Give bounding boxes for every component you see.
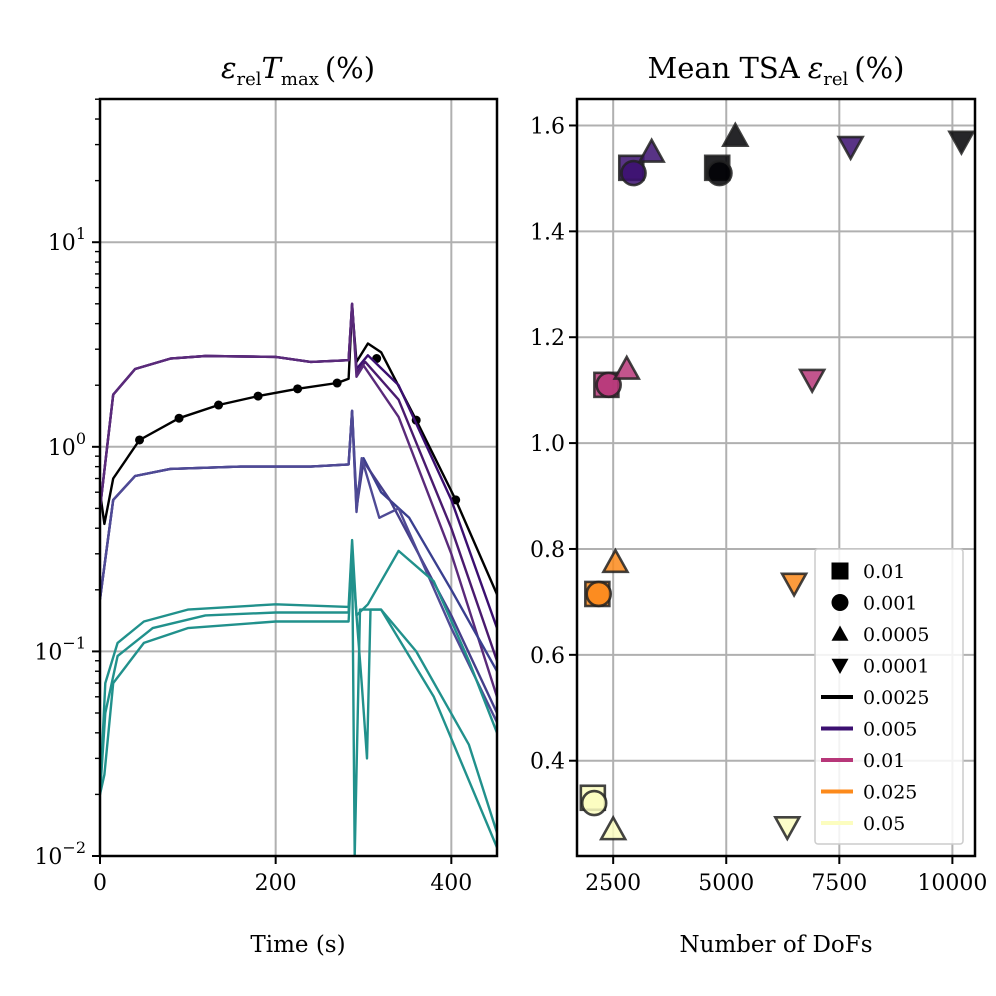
right-grid (577, 99, 975, 856)
scatter-point (797, 368, 827, 395)
scatter-point (620, 159, 647, 187)
legend: 0.01 0.001 0.0005 0.0001 0.0025 0.005 0.01 0.02… (814, 548, 964, 845)
left-xtick-label: 400 (430, 871, 472, 896)
left-ticks: 0 200 400 10−2 10−1 100 101 (34, 98, 472, 896)
right-ytick-label: 1.6 (530, 114, 565, 139)
right-ytick-label: 1.0 (530, 432, 565, 457)
left-ytick-label: 10−1 (34, 633, 86, 665)
legend-line-label: 0.025 (863, 782, 917, 804)
scatter-point (779, 572, 809, 599)
left-xlabel: Time (s) (250, 932, 345, 958)
legend-line-label: 0.01 (863, 750, 905, 772)
right-xtick-label: 5000 (698, 871, 754, 896)
left-series-line (100, 306, 497, 595)
left-title: εrelTmax (%) (221, 51, 375, 90)
left-ytick-label: 100 (48, 429, 86, 461)
left-series-line (100, 409, 497, 723)
right-ytick-label: 0.4 (530, 750, 565, 775)
left-series-line (100, 538, 497, 795)
left-series-marker (293, 384, 303, 394)
scatter-point (706, 159, 733, 187)
left-series-line (100, 552, 497, 848)
left-series-line (100, 302, 497, 662)
left-ytick-label: 10−2 (34, 838, 86, 870)
legend-marker-label: 0.0001 (863, 656, 929, 678)
legend-marker-swatch (831, 594, 849, 611)
right-xtick-label: 7500 (811, 871, 867, 896)
legend-marker-label: 0.01 (863, 561, 905, 583)
scatter-point (836, 135, 865, 162)
scatter-point (612, 354, 641, 380)
left-xtick-label: 0 (93, 871, 107, 896)
legend-marker-label: 0.001 (863, 593, 917, 615)
right-xtick-label: 2500 (585, 871, 641, 896)
right-xlabel: Number of DoFs (679, 932, 872, 958)
left-axes-frame (98, 97, 499, 858)
right-ytick-label: 1.2 (530, 326, 565, 351)
left-panel: εrelTmax (%) 0 200 400 10−2 10−1 100 101 Time (… (34, 51, 499, 958)
scatter-point (585, 580, 613, 608)
scatter-point (601, 547, 630, 574)
legend-line-label: 0.005 (863, 719, 917, 741)
scatter-point (947, 130, 976, 157)
right-axes-frame (575, 97, 977, 858)
legend-marker-label: 0.0005 (863, 624, 929, 646)
legend-line-label: 0.05 (863, 813, 905, 835)
scatter-point (773, 815, 802, 842)
left-series-marker (135, 435, 145, 445)
left-series-marker (332, 378, 342, 388)
right-title: Mean TSA εrel (%) (648, 51, 905, 90)
right-ytick-label: 0.6 (530, 644, 565, 669)
legend-marker-swatch (831, 625, 849, 641)
legend-marker-swatch (831, 562, 849, 580)
right-panel: Mean TSA εrel (%) 2500 5000 7500 10000 0.4 0.6 0… (530, 51, 987, 958)
left-grid (99, 99, 497, 856)
left-series-marker (451, 495, 461, 505)
legend-marker-swatch (831, 658, 849, 674)
scatter-point (637, 137, 666, 163)
right-markers-group (579, 121, 976, 842)
left-series-line (100, 409, 497, 714)
left-series-marker (174, 413, 184, 423)
right-ytick-label: 0.8 (530, 538, 565, 563)
left-series-line (100, 409, 497, 672)
legend-line-label: 0.0025 (863, 687, 929, 709)
right-xtick-label: 10000 (917, 871, 987, 896)
right-ytick-label: 1.4 (530, 220, 565, 245)
left-xtick-label: 200 (255, 871, 297, 896)
left-series-group (100, 302, 497, 856)
left-series-marker (214, 400, 224, 410)
scatter-point (721, 121, 750, 147)
left-ytick-label: 101 (48, 224, 86, 256)
left-series-line (100, 302, 497, 698)
left-series-marker (253, 391, 263, 401)
scatter-point (598, 814, 628, 841)
scatter-point (580, 789, 608, 817)
right-ticks: 2500 5000 7500 10000 0.4 0.6 0.8 1.0 1.2 1.4 1.6 (530, 114, 987, 896)
legend-box (814, 548, 964, 845)
